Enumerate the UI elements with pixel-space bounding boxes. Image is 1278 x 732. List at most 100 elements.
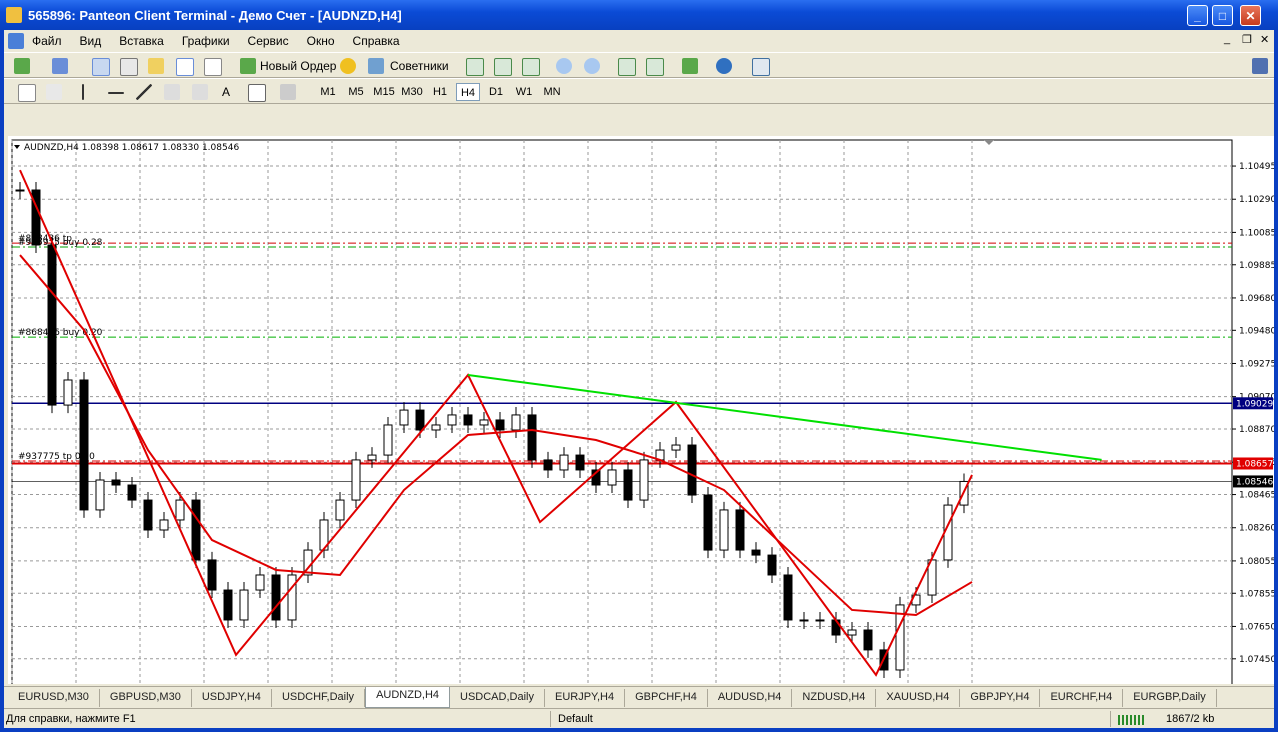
candle-body [447,414,457,426]
tool-icon[interactable] [618,58,636,76]
y-tick-label: 1.08055 [1239,557,1274,567]
moving-average [19,254,973,616]
chart-tab[interactable]: XAUUSD,H4 [876,689,961,707]
timeframe-button[interactable]: MN [543,86,561,98]
close-button[interactable]: ✕ [1240,5,1261,26]
tool-icon[interactable] [14,58,30,74]
experts-button[interactable]: Советники [390,59,449,73]
scroll-marker [984,140,994,145]
menu-bar: _ ❐ ✕ Файл Вид Вставка Графики Сервис Окно Спр… [4,30,1274,52]
candle-body [847,629,857,636]
candle-body [799,619,809,622]
label-tool[interactable] [248,84,266,102]
tool-icon[interactable] [494,58,512,76]
tool-icon[interactable] [752,58,770,76]
timeframe-button[interactable]: W1 [515,86,533,98]
timeframe-button[interactable]: M15 [373,86,395,98]
chart-tab[interactable]: AUDUSD,H4 [708,689,793,707]
tool-icon[interactable] [340,58,356,74]
tool-icon[interactable] [164,84,180,100]
timeframe-button[interactable]: D1 [488,86,504,98]
tool-icon[interactable] [52,58,68,74]
menu-item[interactable]: Графики [181,34,230,48]
chart-tab[interactable]: EURGBP,Daily [1123,689,1217,707]
timeframe-button[interactable]: M1 [320,86,336,98]
zoom-out[interactable] [584,58,600,74]
menu-item[interactable]: Вставка [119,34,164,48]
crosshair-tool[interactable] [46,84,62,100]
candle-body [415,409,425,431]
mdi-close[interactable]: ✕ [1260,34,1270,46]
timeframe-button[interactable]: M30 [401,86,423,98]
menu-item[interactable]: Файл [32,34,62,48]
tool-icon[interactable] [466,58,484,76]
hline-tool[interactable] [108,92,124,94]
tool-icon[interactable] [682,58,698,74]
cursor-tool[interactable] [18,84,36,102]
y-tick-label: 1.10290 [1239,195,1274,205]
mdi-minimize[interactable]: _ [1224,33,1231,45]
mdi-restore[interactable]: ❐ [1242,34,1252,46]
candle-body [159,519,169,531]
y-tick-label: 1.08260 [1239,524,1274,534]
chart-tab[interactable]: USDJPY,H4 [192,689,272,707]
candle-body [335,499,345,521]
tool-icon[interactable] [120,58,138,76]
candle-body [815,619,825,622]
chart-tab[interactable]: EURCHF,H4 [1040,689,1124,707]
menu-item[interactable]: Окно [306,34,335,48]
minimize-button[interactable]: _ [1187,5,1208,26]
chart-tab[interactable]: GBPCHF,H4 [625,689,708,707]
new-order-icon[interactable] [240,58,256,74]
chart-tab[interactable]: NZDUSD,H4 [792,689,877,707]
candle-body [191,499,201,561]
trend-tool[interactable] [136,84,152,100]
chart-tab[interactable]: EURUSD,M30 [8,689,100,707]
timeframe-button[interactable]: H4 [456,83,480,101]
order-label: #937775 tp 0.20 [18,452,95,462]
chart-tab[interactable]: GBPUSD,M30 [100,689,192,707]
chart-tab[interactable]: GBPJPY,H4 [960,689,1041,707]
menu-item[interactable]: Вид [79,34,102,48]
price-label-box [1233,475,1273,488]
candle-body [607,469,617,486]
text-tool[interactable]: A [222,85,231,99]
tool-icon[interactable] [522,58,540,76]
candle-body [687,444,697,496]
maximize-button[interactable]: □ [1212,5,1233,26]
candle-body [207,559,217,591]
tool-icon[interactable] [92,58,110,76]
y-tick-label: 1.08465 [1239,491,1274,501]
zoom-in[interactable] [556,58,572,74]
candle-body [95,479,105,511]
y-tick-label: 1.09480 [1239,326,1274,336]
tool-icon[interactable] [646,58,664,76]
candle-body [399,409,409,426]
menu-item[interactable]: Справка [352,34,400,48]
chart-tab[interactable]: USDCAD,Daily [450,689,545,707]
menu-item[interactable]: Сервис [247,34,289,48]
chart-tab[interactable]: EURJPY,H4 [545,689,626,707]
tool-icon[interactable] [148,58,164,74]
candle-body [79,379,89,511]
new-order-button[interactable]: Новый Ордер [260,59,337,73]
chart: 1.10495 1.10290 1.10085 1.09885 1.09680 1.094… [8,136,1274,684]
timeframe-button[interactable]: H1 [432,86,448,98]
tool-icon[interactable] [204,58,222,76]
candle-body [751,549,761,556]
candle-body [143,499,153,531]
tool-icon[interactable] [176,58,194,76]
candle-body [175,499,185,521]
timeframe-button[interactable]: M5 [348,86,364,98]
experts-icon[interactable] [368,58,384,74]
chart-tab[interactable]: AUDNZD,H4 [365,687,451,708]
arrow-tool[interactable] [280,84,296,100]
vline-tool[interactable] [82,84,84,100]
tool-icon[interactable] [716,58,732,74]
chart-tab[interactable]: USDCHF,Daily [272,689,366,707]
tool-icon[interactable] [1252,58,1268,74]
price-label-box [1233,457,1273,470]
tool-icon[interactable] [192,84,208,100]
